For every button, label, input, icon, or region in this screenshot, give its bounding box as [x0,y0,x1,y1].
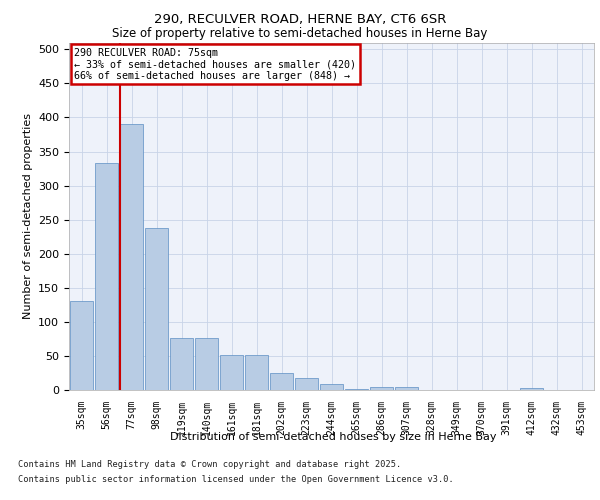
Bar [120,124,143,390]
Text: Contains public sector information licensed under the Open Government Licence v3: Contains public sector information licen… [18,475,454,484]
Text: 290, RECULVER ROAD, HERNE BAY, CT6 6SR: 290, RECULVER ROAD, HERNE BAY, CT6 6SR [154,12,446,26]
Bar [245,355,268,390]
Bar [345,388,368,390]
Bar [520,388,543,390]
Bar [145,228,168,390]
Bar [170,338,193,390]
Bar [370,386,393,390]
Text: Contains HM Land Registry data © Crown copyright and database right 2025.: Contains HM Land Registry data © Crown c… [18,460,401,469]
Bar [95,163,118,390]
Bar [270,373,293,390]
Text: Distribution of semi-detached houses by size in Herne Bay: Distribution of semi-detached houses by … [170,432,496,442]
Y-axis label: Number of semi-detached properties: Number of semi-detached properties [23,114,32,320]
Bar [395,386,418,390]
Text: Size of property relative to semi-detached houses in Herne Bay: Size of property relative to semi-detach… [112,28,488,40]
Bar [220,355,243,390]
Bar [295,378,318,390]
Bar [70,302,93,390]
Text: 290 RECULVER ROAD: 75sqm
← 33% of semi-detached houses are smaller (420)
66% of : 290 RECULVER ROAD: 75sqm ← 33% of semi-d… [74,48,356,81]
Bar [195,338,218,390]
Bar [320,384,343,390]
